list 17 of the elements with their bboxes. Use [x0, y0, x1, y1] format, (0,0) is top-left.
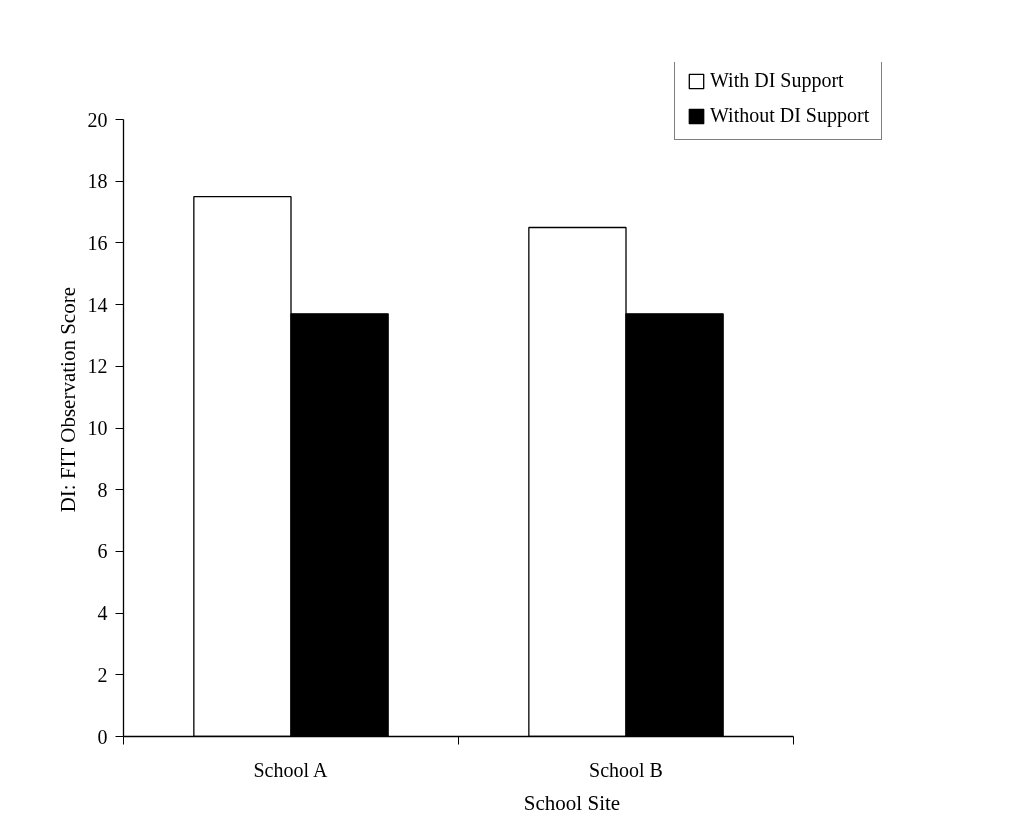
x-tick-label: School B	[589, 758, 663, 781]
legend-label: With DI Support	[710, 69, 844, 92]
x-tick-label: School A	[253, 758, 328, 781]
y-tick-label: 8	[97, 478, 108, 501]
y-tick-label: 18	[87, 170, 108, 193]
y-tick-label: 10	[87, 417, 108, 439]
y-tick-label: 6	[97, 540, 108, 563]
y-tick-label: 14	[87, 293, 108, 316]
x-axis-title: School Site	[523, 790, 621, 815]
y-tick-label: 20	[87, 108, 108, 131]
y-tick-label: 12	[87, 355, 108, 378]
legend-label: Without DI Support	[710, 104, 870, 127]
y-tick-label: 2	[97, 663, 108, 686]
y-tick-label: 4	[97, 602, 108, 625]
y-tick-label: 0	[97, 725, 108, 748]
y-axis-title: DI: FIT Observation Score	[55, 287, 80, 513]
y-tick-label: 16	[87, 231, 108, 254]
